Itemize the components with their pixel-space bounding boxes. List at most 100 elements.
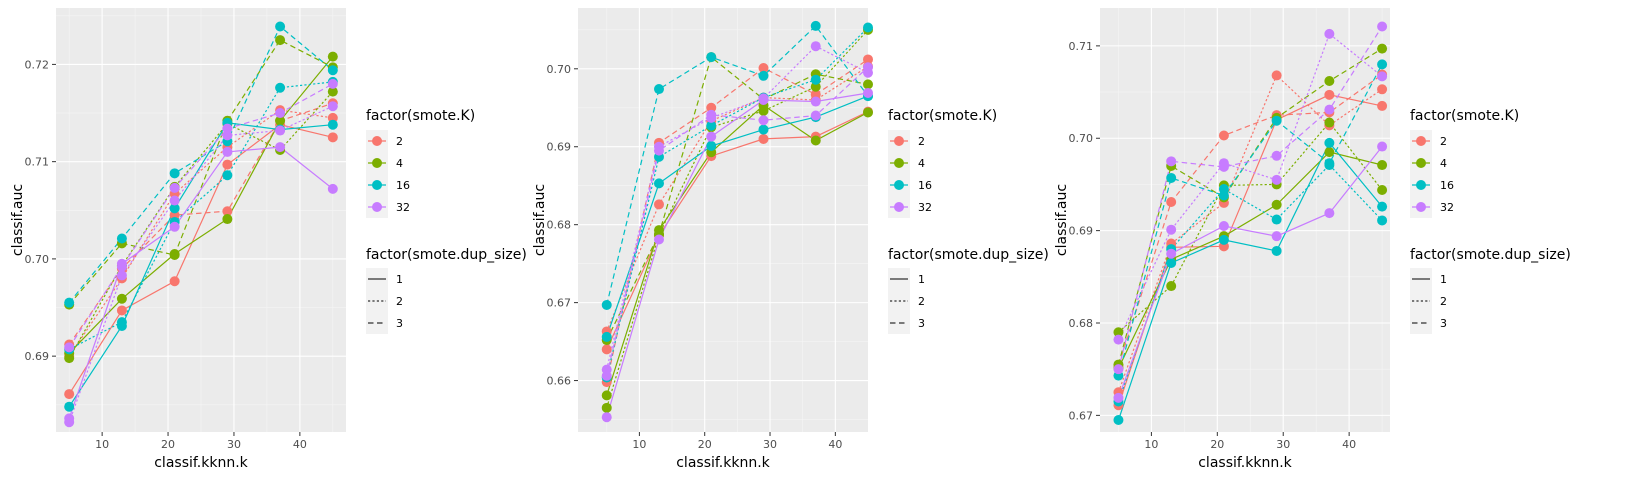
legend-linetype-title: factor(smote.dup_size) xyxy=(888,247,1049,263)
data-point-k2-dup3 xyxy=(863,54,873,65)
chart-panel-1: 10 20 30 40 0.69 0.70 0.71 0.72 classif.kknn.k cl… xyxy=(10,8,346,471)
series-line-k32-dup2 xyxy=(606,45,869,370)
data-point-k16-dup1 xyxy=(1271,245,1282,256)
data-point-k4-dup3 xyxy=(863,79,873,90)
data-point-k4-dup3 xyxy=(1324,75,1335,86)
data-point-k2-dup1 xyxy=(169,276,180,287)
x-tick-label: 40 xyxy=(828,438,842,451)
data-point-k2-dup1 xyxy=(758,133,769,144)
y-axis-title: classif.auc xyxy=(1054,184,1070,256)
y-tick-label: 0.69 xyxy=(1069,225,1094,238)
data-point-k32-dup3 xyxy=(758,115,769,126)
chart-panel-3: 10 20 30 40 0.67 0.68 0.69 0.70 0.71 classif.kknn… xyxy=(1054,8,1390,471)
series-line-k32-dup3 xyxy=(68,83,334,348)
data-point-k16-dup3 xyxy=(1166,172,1177,183)
data-point-k4-dup1 xyxy=(327,51,338,62)
x-axis-title: classif.kknn.k xyxy=(676,455,770,471)
data-point-k16-dup2 xyxy=(116,317,127,328)
legend-linetype-title: factor(smote.dup_size) xyxy=(1410,247,1571,263)
legend-linetype-title: factor(smote.dup_size) xyxy=(366,247,527,263)
legend-color-label: 2 xyxy=(396,135,403,148)
legend-key-point-32 xyxy=(894,202,904,212)
data-point-k2-dup2 xyxy=(653,199,664,210)
x-axis-title: classif.kknn.k xyxy=(154,455,248,471)
data-point-k4-dup3 xyxy=(169,250,180,261)
data-point-k32-dup3 xyxy=(1271,150,1282,161)
series-line-k32-dup3 xyxy=(606,66,869,377)
legend-key-point-2 xyxy=(1416,136,1426,146)
data-point-k4-dup2 xyxy=(601,402,612,413)
series-line-k4-dup2 xyxy=(1118,121,1383,333)
y-tick-label: 0.66 xyxy=(547,375,572,388)
data-point-k2-dup1 xyxy=(1377,100,1388,111)
y-axis-title: classif.auc xyxy=(532,184,548,256)
data-point-k32-dup2 xyxy=(1377,71,1388,82)
data-point-k16-dup3 xyxy=(653,84,664,95)
legend-key-point-4 xyxy=(372,158,382,168)
data-point-k16-dup1 xyxy=(758,124,769,135)
data-point-k16-dup1 xyxy=(706,140,717,151)
data-point-k4-dup1 xyxy=(810,135,821,146)
data-point-k32-dup1 xyxy=(1166,248,1177,259)
data-point-k16-dup3 xyxy=(327,65,338,76)
legend-key-point-32 xyxy=(1416,202,1426,212)
data-point-k32-dup1 xyxy=(1324,208,1335,219)
series-line-k4-dup2 xyxy=(606,29,869,408)
y-tick-label: 0.72 xyxy=(25,58,50,71)
y-tick-label: 0.71 xyxy=(25,156,50,169)
data-point-k16-dup1 xyxy=(1377,201,1388,212)
legend-color-label: 4 xyxy=(918,157,925,170)
data-point-k32-dup3 xyxy=(706,109,717,120)
data-point-k4-dup2 xyxy=(64,353,75,364)
data-point-k16-dup3 xyxy=(169,168,180,179)
y-tick-label: 0.70 xyxy=(25,253,50,266)
y-tick-label: 0.70 xyxy=(547,63,572,76)
data-point-k32-dup1 xyxy=(810,96,821,107)
data-point-k2-dup1 xyxy=(1324,89,1335,100)
legend-color-title: factor(smote.K) xyxy=(366,108,475,124)
x-tick-label: 30 xyxy=(227,438,241,451)
data-point-k32-dup3 xyxy=(1113,364,1124,375)
data-point-k4-dup2 xyxy=(327,86,338,97)
legend-color-label: 4 xyxy=(396,157,403,170)
legend-color-label: 16 xyxy=(396,179,410,192)
data-point-k16-dup2 xyxy=(1271,214,1282,225)
legend-color-title: factor(smote.K) xyxy=(1410,108,1519,124)
series-line-k4-dup3 xyxy=(606,56,869,341)
data-point-k4-dup2 xyxy=(1377,184,1388,195)
legend-panel-3: factor(smote.K)241632factor(smote.dup_si… xyxy=(1410,108,1571,334)
data-point-k16-dup3 xyxy=(758,70,769,81)
data-point-k2-dup3 xyxy=(1166,196,1177,207)
data-point-k16-dup3 xyxy=(116,233,127,244)
data-point-k32-dup3 xyxy=(1377,21,1388,32)
data-point-k32-dup2 xyxy=(64,417,75,428)
y-tick-label: 0.68 xyxy=(547,219,572,232)
data-point-k16-dup2 xyxy=(1377,215,1388,226)
series-line-k4-dup3 xyxy=(1117,48,1383,365)
series-line-k32-dup1 xyxy=(606,92,869,418)
data-point-k16-dup1 xyxy=(327,119,338,130)
data-point-k2-dup2 xyxy=(1377,84,1388,95)
legend-key-point-2 xyxy=(894,136,904,146)
legend-color-title: factor(smote.K) xyxy=(888,108,997,124)
legend-key-point-16 xyxy=(372,180,382,190)
legend-linetype-label: 1 xyxy=(918,273,925,286)
data-point-k4-dup1 xyxy=(863,107,873,118)
data-point-k32-dup3 xyxy=(64,342,75,353)
data-point-k2-dup1 xyxy=(64,389,75,400)
data-point-k32-dup3 xyxy=(222,123,233,134)
series-line-k4-dup3 xyxy=(68,39,334,305)
series-line-k16-dup3 xyxy=(606,24,869,306)
data-point-k16-dup1 xyxy=(64,401,75,412)
data-point-k32-dup1 xyxy=(1113,392,1124,403)
legend-color-label: 32 xyxy=(918,201,932,214)
legend-color-label: 2 xyxy=(918,135,925,148)
data-point-k4-dup2 xyxy=(1166,281,1177,292)
data-point-k16-dup1 xyxy=(601,331,612,342)
data-point-k32-dup2 xyxy=(1271,174,1282,185)
data-point-k32-dup2 xyxy=(169,195,180,206)
y-tick-label: 0.70 xyxy=(1069,132,1094,145)
data-point-k4-dup1 xyxy=(275,115,286,126)
data-point-k16-dup3 xyxy=(601,299,612,310)
